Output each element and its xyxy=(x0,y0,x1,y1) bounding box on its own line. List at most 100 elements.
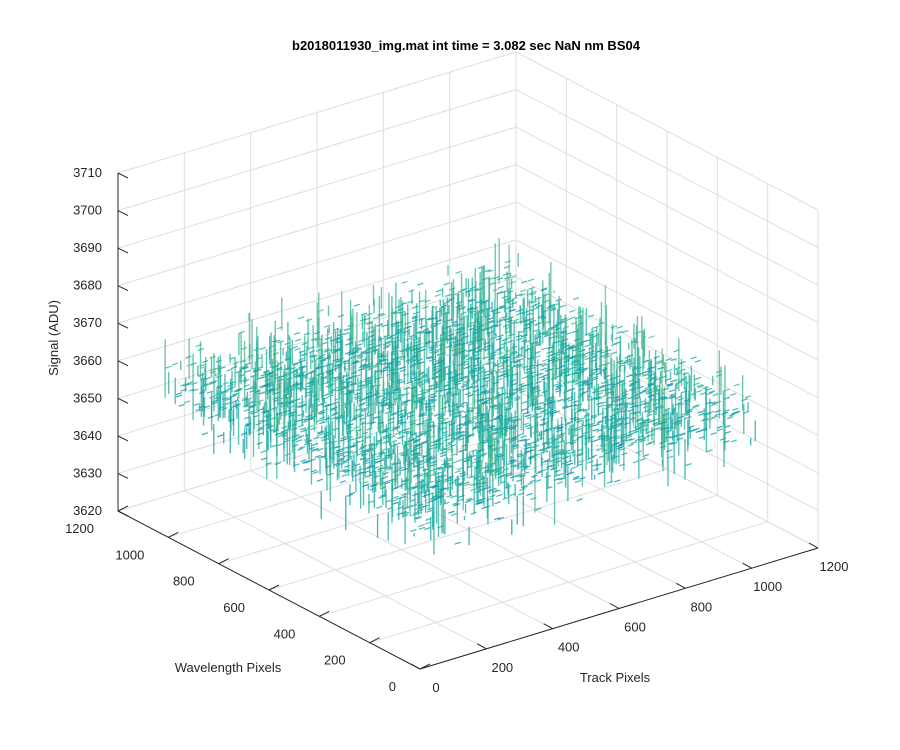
surface-strand xyxy=(646,413,653,417)
surface-strand xyxy=(426,455,433,459)
surface-strand xyxy=(501,342,508,346)
surface-strand xyxy=(497,374,504,378)
surface-strand xyxy=(422,494,429,498)
surface-strand xyxy=(664,378,672,382)
surface-strand xyxy=(477,428,485,432)
surface-strand xyxy=(389,368,397,372)
surface-strand xyxy=(410,503,418,508)
surface-strand xyxy=(576,366,583,371)
surface-strand xyxy=(250,386,258,390)
surface-strand xyxy=(506,367,513,372)
surface-strand xyxy=(281,396,288,400)
surface-strand xyxy=(367,500,375,504)
surface-strand xyxy=(474,465,482,469)
surface-strand xyxy=(390,428,398,432)
surface-strand xyxy=(659,441,666,445)
surface-strand xyxy=(281,429,288,433)
surface-strand xyxy=(421,419,429,423)
surface-strand xyxy=(325,404,332,408)
surface-strand xyxy=(308,345,316,350)
surface-strand xyxy=(390,439,398,443)
surface-strand xyxy=(457,430,465,434)
surface-strand xyxy=(396,409,403,414)
surface-strand xyxy=(281,431,288,436)
surface-strand xyxy=(265,462,272,466)
surface-strand xyxy=(521,408,528,412)
surface-strand xyxy=(618,379,625,383)
surface-strand xyxy=(368,330,375,334)
surface-strand xyxy=(402,513,409,518)
surface-strand xyxy=(464,392,472,396)
surface-strand xyxy=(199,365,207,369)
surface-strand xyxy=(480,384,487,388)
surface-strand xyxy=(532,306,540,311)
surface-strand xyxy=(465,386,473,390)
surface-strand xyxy=(277,378,284,382)
surface-strand xyxy=(343,420,350,424)
surface-strand xyxy=(639,439,646,443)
surface-strand xyxy=(427,317,434,321)
surface-strand xyxy=(410,395,418,399)
surface-strand xyxy=(454,344,462,348)
surface-strand xyxy=(449,392,456,396)
surface-strand xyxy=(525,367,533,371)
surface-strand xyxy=(555,456,562,461)
surface-strand xyxy=(443,421,450,425)
surface-strand xyxy=(175,392,183,396)
surface-strand xyxy=(384,344,391,348)
surface-strand xyxy=(424,341,431,345)
surface-strand xyxy=(435,495,443,499)
surface-strand xyxy=(297,386,304,391)
surface-strand xyxy=(487,320,494,324)
surface-strand xyxy=(510,301,518,305)
surface-strand xyxy=(591,377,599,381)
surface-strand xyxy=(429,435,436,439)
surface-strand xyxy=(257,399,264,403)
surface-strand xyxy=(505,485,512,489)
surface-strand xyxy=(608,436,616,440)
surface-strand xyxy=(591,354,599,358)
surface-strand xyxy=(439,427,447,431)
surface-strand xyxy=(319,358,326,362)
surface-strand xyxy=(298,357,305,361)
surface-strand xyxy=(452,460,460,464)
surface-strand xyxy=(290,370,297,374)
surface-strand xyxy=(419,431,426,435)
surface-strand xyxy=(451,352,458,356)
surface-strand xyxy=(245,422,252,426)
surface-strand xyxy=(533,439,540,443)
surface-strand xyxy=(465,289,473,293)
surface-strand xyxy=(597,434,604,439)
surface-strand xyxy=(392,469,399,473)
surface-strand xyxy=(437,421,444,425)
surface-strand xyxy=(606,403,613,407)
surface-strand xyxy=(360,312,368,316)
surface-strand xyxy=(666,426,674,430)
surface-strand xyxy=(581,380,589,384)
surface-strand xyxy=(510,364,518,369)
surface-strand xyxy=(458,326,466,330)
surface-strand xyxy=(399,366,407,370)
z-tick xyxy=(117,510,129,517)
surface-strand xyxy=(458,410,465,414)
surface-strand xyxy=(616,421,623,425)
surface-strand xyxy=(473,331,480,335)
surface-strand xyxy=(456,423,464,427)
surface-strand xyxy=(392,344,399,348)
surface-strand xyxy=(621,393,629,397)
surface-strand xyxy=(304,442,311,446)
surface-strand xyxy=(637,434,645,438)
surface-strand xyxy=(501,295,508,299)
surface-strand xyxy=(477,338,484,342)
surface-strand xyxy=(291,423,298,427)
surface-strand xyxy=(535,412,543,416)
surface-strand xyxy=(259,385,267,389)
surface-strand xyxy=(286,395,293,400)
surface-strand xyxy=(493,406,501,410)
surface-strand xyxy=(453,503,460,507)
surface-strand xyxy=(496,291,503,295)
surface-strand xyxy=(165,365,172,369)
surface-strand xyxy=(411,493,419,497)
surface-strand xyxy=(615,403,623,407)
surface-strand xyxy=(741,398,748,402)
